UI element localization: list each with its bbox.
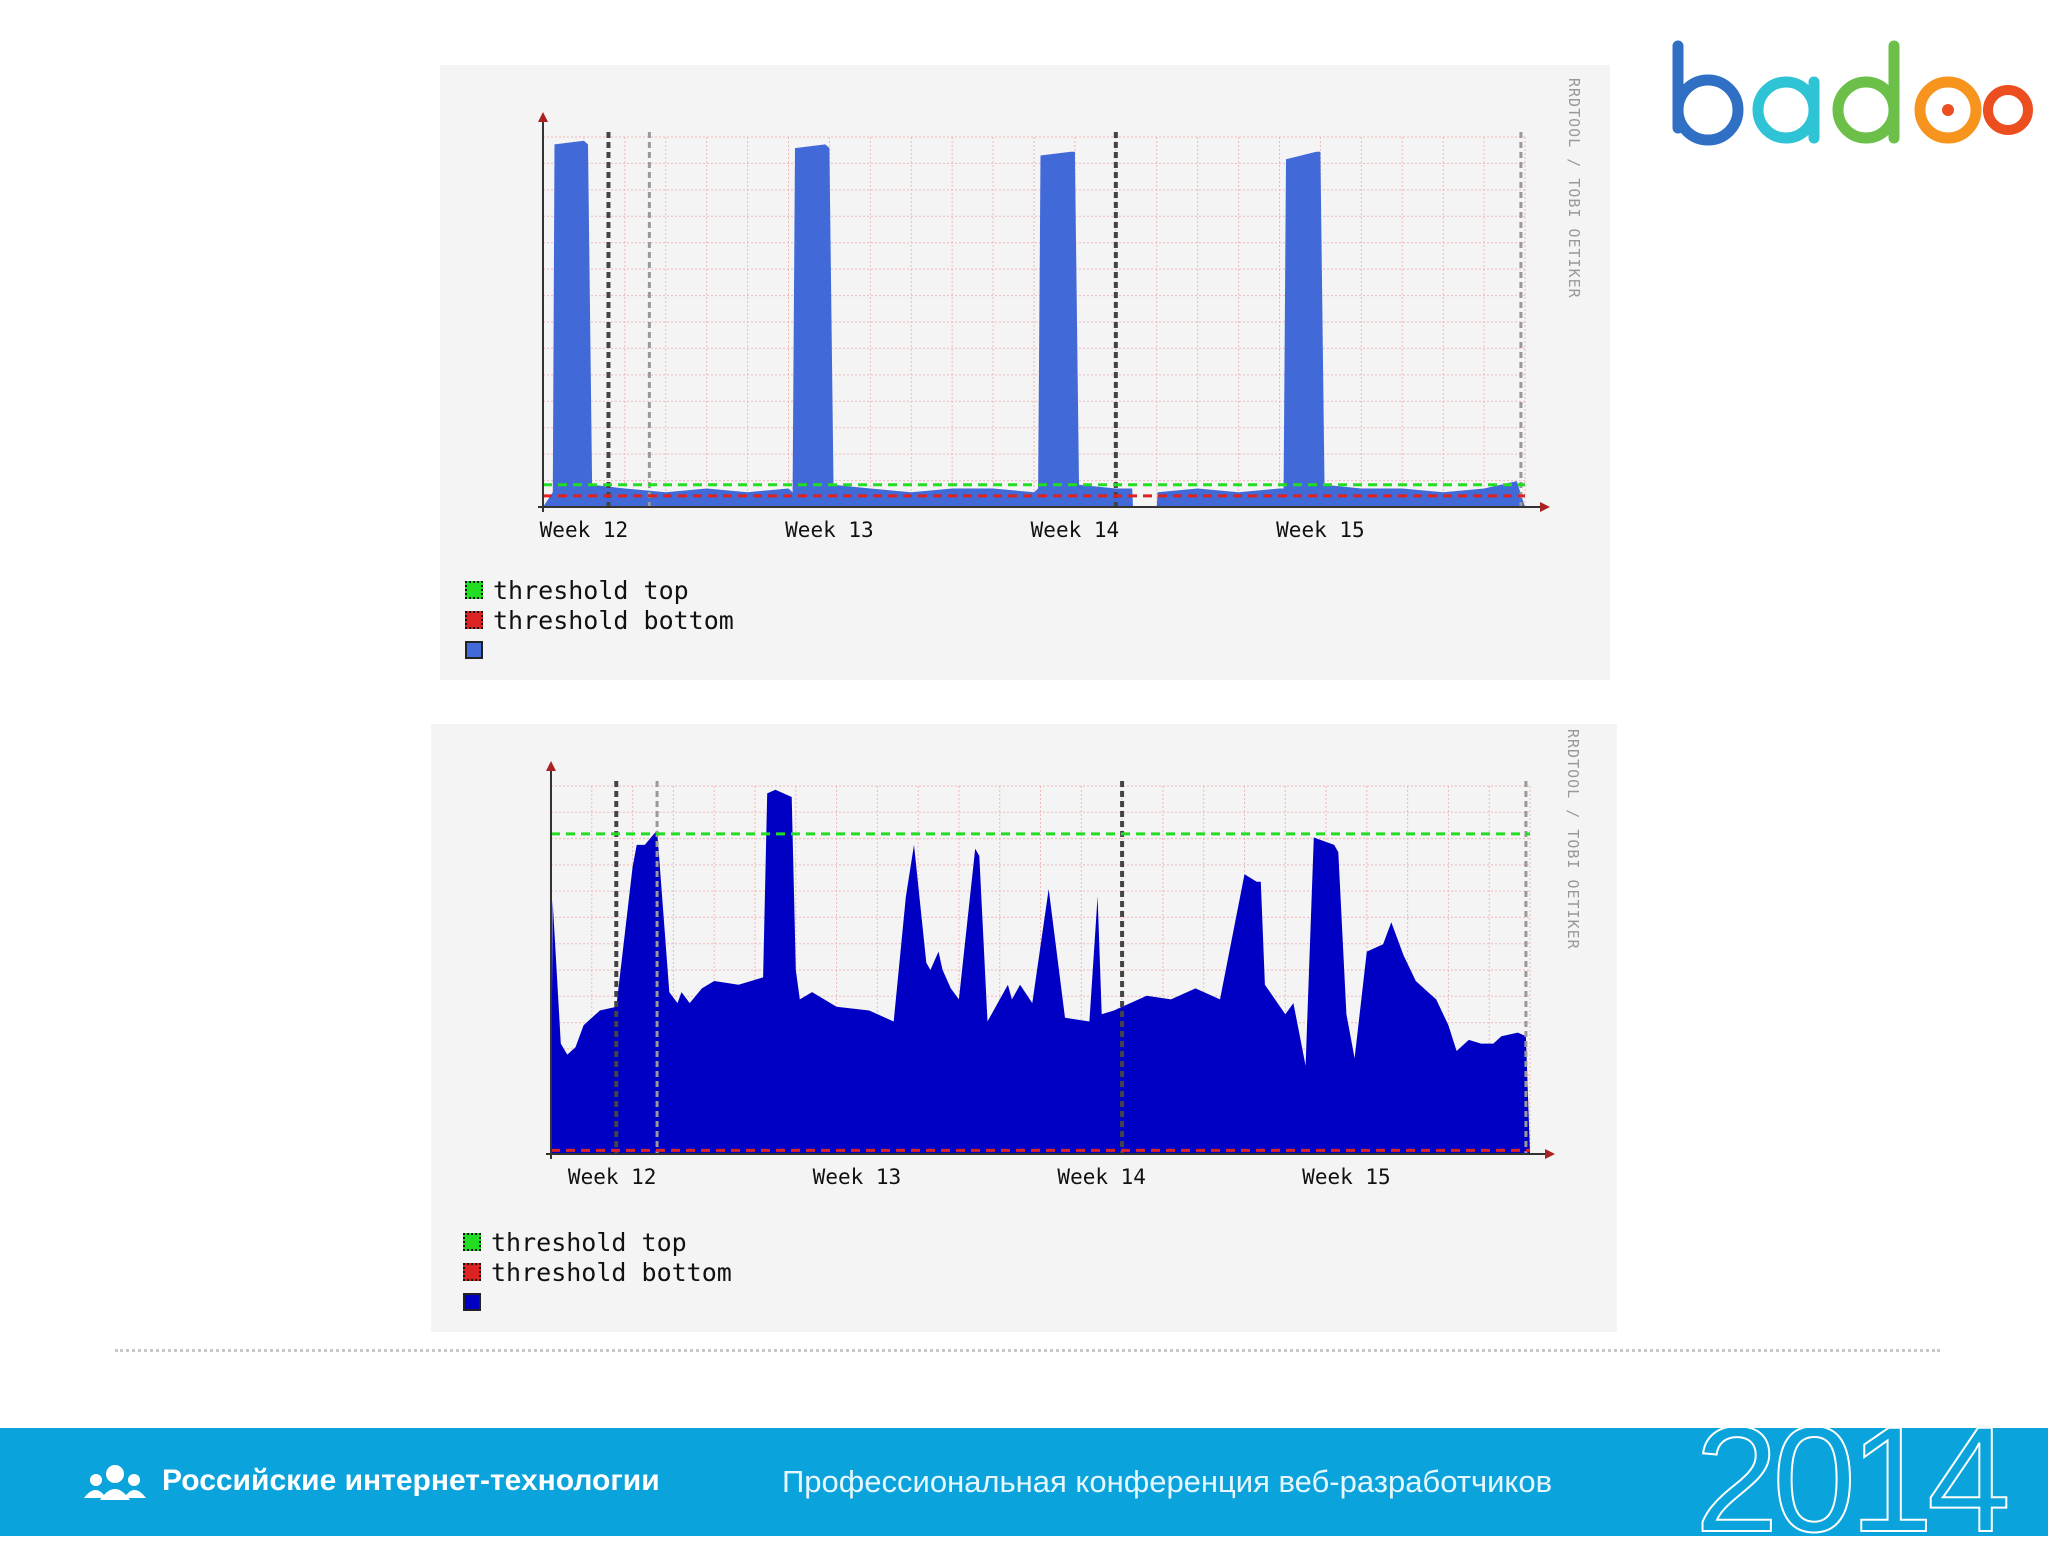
chart-2-watermark: RRDTOOL / TOBI OETIKER [1564, 729, 1582, 950]
legend-swatch-blue [465, 641, 483, 659]
y-axis-arrow [546, 761, 556, 771]
chart-plot-area: Week 12 Week 13 Week 14 Week 15 [538, 112, 1550, 542]
x-axis-arrow [1545, 1149, 1555, 1159]
legend-label: threshold bottom [493, 605, 734, 635]
dotted-separator [115, 1349, 1940, 1352]
legend-item-area [463, 1287, 732, 1317]
chart-2-legend: threshold top threshold bottom [463, 1227, 732, 1317]
legend-item-area [465, 635, 734, 665]
chart-1-legend: threshold top threshold bottom [465, 575, 734, 665]
chart-1-watermark: RRDTOOL / TOBI OETIKER [1565, 78, 1583, 299]
chart-1-svg: Week 12 Week 13 Week 14 Week 15 [538, 112, 1550, 542]
x-tick-label: Week 12 [540, 518, 629, 542]
y-axis-arrow [538, 112, 548, 122]
footer-banner: Российские интернет-технологии Профессио… [0, 1403, 2048, 1555]
legend-label: threshold bottom [491, 1257, 732, 1287]
legend-label: threshold top [493, 575, 689, 605]
x-tick-label: Week 14 [1031, 518, 1120, 542]
people-icon [84, 1465, 146, 1500]
x-tick-label: Week 12 [568, 1165, 657, 1189]
legend-item-threshold-top: threshold top [463, 1227, 732, 1257]
legend-item-threshold-bottom: threshold bottom [463, 1257, 732, 1287]
legend-swatch-green [465, 581, 483, 599]
x-tick-label: Week 15 [1302, 1165, 1391, 1189]
conference-title: Профессиональная конференция веб-разрабо… [782, 1464, 1553, 1499]
legend-swatch-navy [463, 1293, 481, 1311]
x-tick-label: Week 13 [785, 518, 874, 542]
x-tick-label: Week 15 [1276, 518, 1365, 542]
chart-plot-area: Week 12 Week 13 Week 14 Week 15 [546, 761, 1555, 1189]
x-axis-arrow [1540, 502, 1550, 512]
legend-label: threshold top [491, 1227, 687, 1257]
organizer-name: Российские интернет-технологии [162, 1464, 660, 1497]
legend-item-threshold-top: threshold top [465, 575, 734, 605]
series-area [551, 789, 1530, 1154]
legend-item-threshold-bottom: threshold bottom [465, 605, 734, 635]
chart-panel-2: Week 12 Week 13 Week 14 Week 15 RRDTOOL / T… [431, 724, 1617, 1332]
series-area [543, 140, 1525, 507]
chart-2-svg: Week 12 Week 13 Week 14 Week 15 [546, 761, 1555, 1189]
x-tick-label: Week 14 [1057, 1165, 1146, 1189]
legend-swatch-red [465, 611, 483, 629]
x-tick-label: Week 13 [813, 1165, 902, 1189]
chart-panel-1: Week 12 Week 13 Week 14 Week 15 RRDTOOL / T… [440, 65, 1610, 680]
badoo-logo: badoo [1672, 40, 2033, 146]
conference-year: 2014 [1694, 1395, 2012, 1563]
legend-swatch-red [463, 1263, 481, 1281]
legend-swatch-green [463, 1233, 481, 1251]
